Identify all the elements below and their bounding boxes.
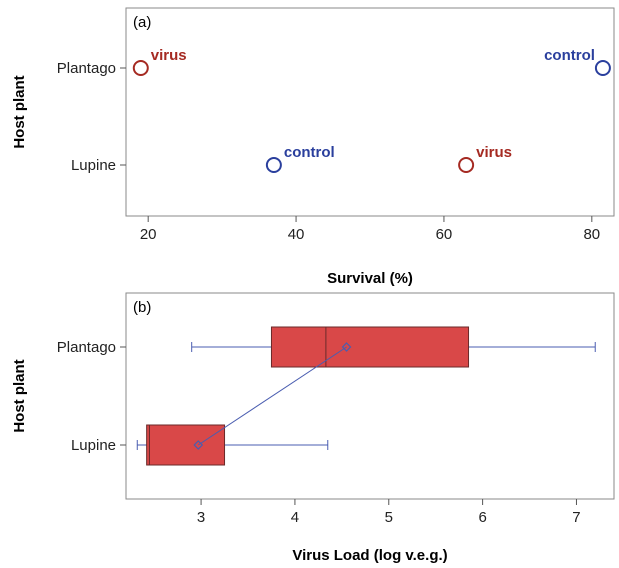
panel-a-x-axis-label: Survival (%) bbox=[327, 270, 413, 287]
box-iqr bbox=[270, 326, 470, 368]
panel-b-y-tick-label: Plantago bbox=[57, 339, 116, 356]
panel-a-data-point bbox=[265, 157, 282, 173]
panel-a-point-label: virus bbox=[476, 144, 512, 161]
panel-b-plot-area bbox=[125, 292, 615, 500]
panel-a-y-tick-label: Plantago bbox=[57, 60, 116, 77]
panel-a-x-tick-label: 20 bbox=[140, 226, 157, 243]
panel-b-x-axis-label: Virus Load (log v.e.g.) bbox=[292, 547, 447, 564]
box-mean-marker bbox=[193, 440, 204, 450]
panel-a-x-tick-label: 80 bbox=[583, 226, 600, 243]
panel-a-data-point bbox=[458, 157, 475, 173]
panel-b-x-tick-label: 4 bbox=[291, 509, 299, 526]
panel-b-x-tick-label: 7 bbox=[572, 509, 580, 526]
panel-a-point-label: virus bbox=[151, 47, 187, 64]
mean-connect-line bbox=[197, 346, 347, 446]
panel-a-label: (a) bbox=[133, 14, 151, 31]
panel-b-label: (b) bbox=[133, 299, 151, 316]
panel-a-point-label: control bbox=[544, 47, 595, 64]
panel-a-plot-area bbox=[125, 7, 615, 217]
panel-a-x-tick-label: 40 bbox=[288, 226, 305, 243]
panel-b-y-tick-label: Lupine bbox=[71, 437, 116, 454]
panel-a-x-tick-label: 60 bbox=[436, 226, 453, 243]
panel-a-point-label: control bbox=[284, 144, 335, 161]
panel-a-data-point bbox=[132, 60, 149, 76]
panel-b-x-tick-label: 3 bbox=[197, 509, 205, 526]
panel-a-y-axis-label: Host plant bbox=[11, 75, 28, 148]
panel-a-y-tick-label: Lupine bbox=[71, 157, 116, 174]
panel-a: (a) Host plant Survival (%) Plantago Lupi… bbox=[11, 7, 615, 287]
box-mean-marker bbox=[341, 342, 352, 352]
panel-b-x-tick-label: 5 bbox=[385, 509, 393, 526]
panel-b: (b) Host plant Virus Load (log v.e.g.) P… bbox=[11, 292, 615, 564]
panel-b-x-tick-label: 6 bbox=[478, 509, 486, 526]
panel-b-y-axis-label: Host plant bbox=[11, 359, 28, 432]
box-iqr bbox=[146, 424, 226, 466]
panel-a-data-point bbox=[594, 60, 611, 76]
